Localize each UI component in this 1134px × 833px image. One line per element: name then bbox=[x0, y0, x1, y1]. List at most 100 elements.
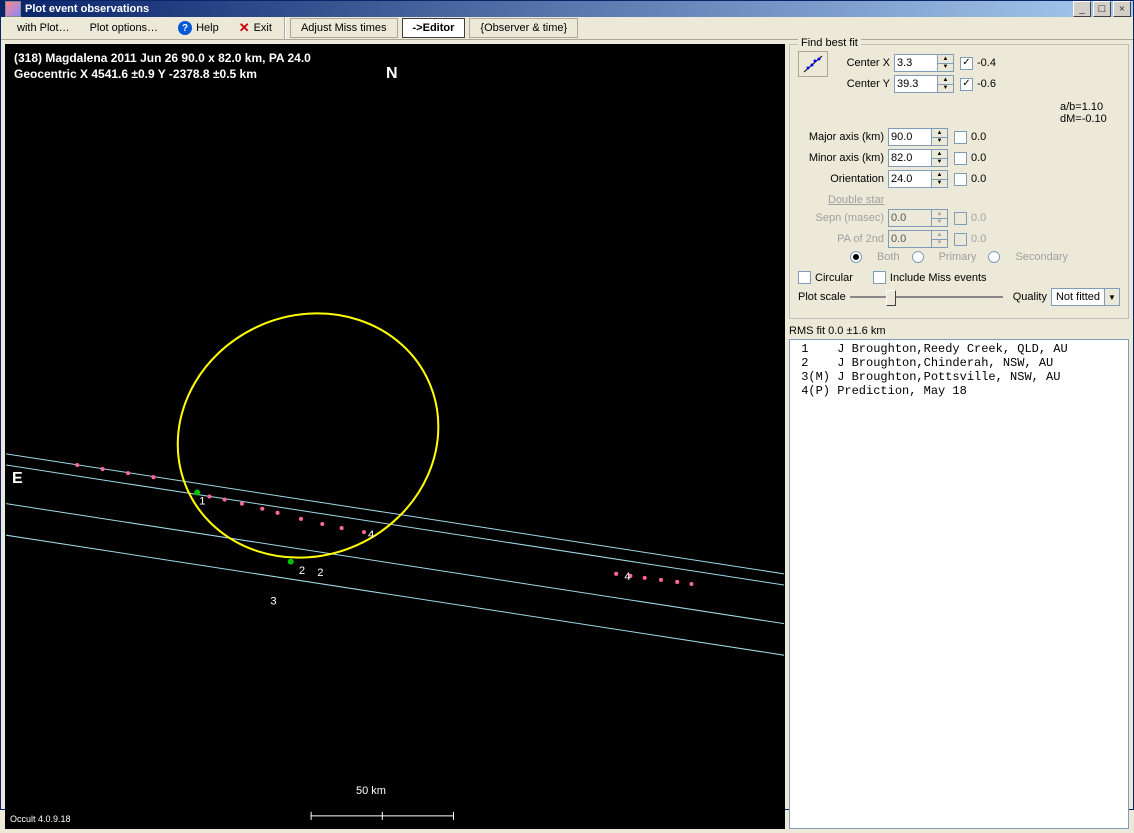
major-check[interactable] bbox=[954, 131, 967, 144]
svg-text:4: 4 bbox=[624, 571, 630, 583]
help-icon: ? bbox=[178, 21, 192, 35]
scale-label: 50 km bbox=[356, 785, 386, 797]
minimize-button[interactable]: _ bbox=[1073, 1, 1091, 17]
centerx-check[interactable]: ✓ bbox=[960, 57, 973, 70]
ab-ratio: a/b=1.10 bbox=[1060, 101, 1120, 113]
radio-secondary-label: Secondary bbox=[1015, 251, 1068, 263]
help-button[interactable]: ? Help bbox=[168, 18, 229, 38]
major-input[interactable] bbox=[888, 128, 932, 146]
rms-label: RMS fit 0.0 ±1.6 km bbox=[789, 325, 1129, 337]
quality-label: Quality bbox=[1013, 291, 1047, 303]
include-miss-label: Include Miss events bbox=[890, 272, 987, 284]
app-icon bbox=[5, 1, 21, 17]
workspace: 123424 (318) Magdalena 2011 Jun 26 90.0 … bbox=[1, 40, 1133, 833]
maximize-button[interactable]: □ bbox=[1093, 1, 1111, 17]
centery-input[interactable] bbox=[894, 75, 938, 93]
centerx-input[interactable] bbox=[894, 54, 938, 72]
orient-input[interactable] bbox=[888, 170, 932, 188]
plot-scale-slider[interactable] bbox=[850, 287, 1003, 307]
plot-title-1: (318) Magdalena 2011 Jun 26 90.0 x 82.0 … bbox=[14, 51, 311, 65]
plot-title-2: Geocentric X 4541.6 ±0.9 Y -2378.8 ±0.5 … bbox=[14, 67, 257, 81]
adjust-miss-times-button[interactable]: Adjust Miss times bbox=[290, 18, 398, 38]
radio-secondary bbox=[988, 251, 1000, 263]
major-label: Major axis (km) bbox=[798, 131, 884, 143]
pa2-label: PA of 2nd bbox=[798, 233, 884, 245]
orient-label: Orientation bbox=[798, 173, 884, 185]
main-window: Plot event observations _ □ × with Plot…… bbox=[0, 0, 1134, 810]
major-side: 0.0 bbox=[971, 131, 1005, 143]
exit-label: Exit bbox=[254, 22, 272, 34]
pa2-spin: ▲▼ bbox=[932, 230, 948, 248]
sepn-label: Sepn (masec) bbox=[798, 212, 884, 224]
svg-text:4: 4 bbox=[368, 529, 374, 541]
circular-check[interactable] bbox=[798, 271, 811, 284]
scale-quality-row: Plot scale Quality Not fitted ▼ bbox=[798, 287, 1120, 307]
radio-row: Both Primary Secondary bbox=[798, 251, 1120, 263]
minor-row: Minor axis (km) ▲▼ 0.0 bbox=[798, 149, 1120, 167]
double-star-label-row: Double star bbox=[798, 194, 1120, 206]
chevron-down-icon: ▼ bbox=[1104, 289, 1119, 305]
pa2-side: 0.0 bbox=[971, 233, 1005, 245]
plot-options-menu[interactable]: Plot options… bbox=[80, 19, 168, 37]
east-label: E bbox=[12, 470, 23, 488]
exit-icon: ✕ bbox=[239, 20, 250, 36]
centery-row: Center Y ▲▼ ✓ -0.6 bbox=[834, 75, 1060, 93]
centery-check[interactable]: ✓ bbox=[960, 78, 973, 91]
editor-button[interactable]: ->Editor bbox=[402, 18, 466, 38]
fit-top-rows: Center X ▲▼ ✓ -0.4 Center Y ▲▼ ✓ -0.6 bbox=[798, 51, 1120, 125]
opts-row: Circular Include Miss events bbox=[798, 271, 1120, 284]
major-row: Major axis (km) ▲▼ 0.0 bbox=[798, 128, 1120, 146]
pa2-input bbox=[888, 230, 932, 248]
minor-spin[interactable]: ▲▼ bbox=[932, 149, 948, 167]
sepn-row: Sepn (masec) ▲▼ 0.0 bbox=[798, 209, 1120, 227]
double-star-label: Double star bbox=[828, 194, 884, 206]
observer-time-button[interactable]: {Observer & time} bbox=[469, 18, 578, 38]
minor-label: Minor axis (km) bbox=[798, 152, 884, 164]
plot-canvas[interactable]: 123424 (318) Magdalena 2011 Jun 26 90.0 … bbox=[5, 44, 785, 829]
include-miss-check[interactable] bbox=[873, 271, 886, 284]
editor-label: ->Editor bbox=[413, 22, 455, 34]
centery-side: -0.6 bbox=[977, 78, 1011, 90]
with-plot-menu[interactable]: with Plot… bbox=[7, 19, 80, 37]
minor-input[interactable] bbox=[888, 149, 932, 167]
minor-side: 0.0 bbox=[971, 152, 1005, 164]
find-best-fit-group: Find best fit Center X ▲▼ bbox=[789, 44, 1129, 319]
sepn-check bbox=[954, 212, 967, 225]
centerx-row: Center X ▲▼ ✓ -0.4 bbox=[834, 54, 1060, 72]
svg-text:1: 1 bbox=[199, 496, 205, 508]
minor-check[interactable] bbox=[954, 152, 967, 165]
centerx-label: Center X bbox=[834, 57, 890, 69]
help-label: Help bbox=[196, 22, 219, 34]
radio-primary bbox=[912, 251, 924, 263]
centerx-spin[interactable]: ▲▼ bbox=[938, 54, 954, 72]
svg-text:3: 3 bbox=[270, 595, 276, 607]
group-legend: Find best fit bbox=[798, 37, 861, 49]
sepn-side: 0.0 bbox=[971, 212, 1005, 224]
observer-list[interactable]: 1 J Broughton,Reedy Creek, QLD, AU 2 J B… bbox=[789, 339, 1129, 829]
orient-check[interactable] bbox=[954, 173, 967, 186]
radio-primary-label: Primary bbox=[939, 251, 977, 263]
sepn-spin: ▲▼ bbox=[932, 209, 948, 227]
major-spin[interactable]: ▲▼ bbox=[932, 128, 948, 146]
fit-icon-button[interactable] bbox=[798, 51, 828, 77]
quality-combo[interactable]: Not fitted ▼ bbox=[1051, 288, 1120, 306]
exit-button[interactable]: ✕ Exit bbox=[229, 17, 282, 39]
scatter-icon bbox=[802, 54, 824, 74]
orient-row: Orientation ▲▼ 0.0 bbox=[798, 170, 1120, 188]
close-button[interactable]: × bbox=[1113, 1, 1131, 17]
dm-value: dM=-0.10 bbox=[1060, 113, 1120, 125]
version-label: Occult 4.0.9.18 bbox=[10, 814, 71, 824]
radio-both-label: Both bbox=[877, 251, 900, 263]
north-label: N bbox=[386, 65, 398, 83]
svg-text:2: 2 bbox=[317, 567, 323, 579]
plot-svg: 123424 bbox=[6, 45, 784, 828]
radio-both bbox=[850, 251, 862, 263]
orient-spin[interactable]: ▲▼ bbox=[932, 170, 948, 188]
quality-value: Not fitted bbox=[1052, 291, 1104, 303]
centery-label: Center Y bbox=[834, 78, 890, 90]
toolbar: with Plot… Plot options… ? Help ✕ Exit A… bbox=[1, 17, 1133, 40]
centery-spin[interactable]: ▲▼ bbox=[938, 75, 954, 93]
toolbar-separator bbox=[284, 17, 286, 39]
side-panel: Find best fit Center X ▲▼ bbox=[789, 44, 1129, 829]
window-title: Plot event observations bbox=[25, 3, 1073, 15]
